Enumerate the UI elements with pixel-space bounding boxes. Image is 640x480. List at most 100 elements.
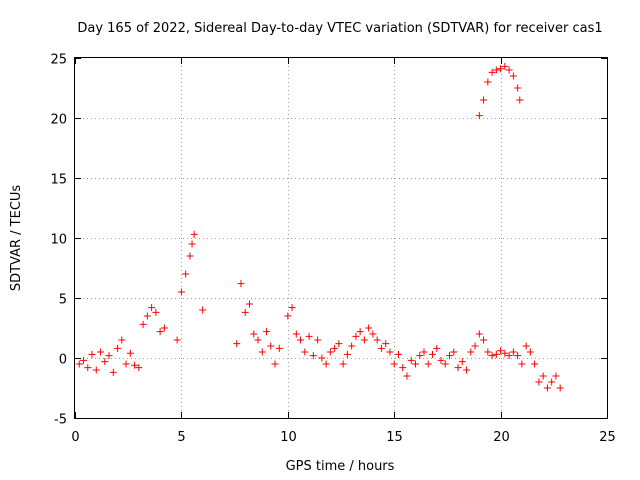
data-point	[365, 324, 373, 332]
data-point	[297, 336, 305, 344]
x-tick-label: 0	[71, 430, 79, 445]
data-point	[97, 348, 105, 356]
data-point	[190, 230, 198, 238]
data-point	[254, 336, 262, 344]
y-tick-label: 20	[50, 113, 67, 128]
data-point	[237, 280, 245, 288]
x-tick-label: 5	[177, 430, 185, 445]
data-point	[80, 356, 88, 364]
data-point	[437, 356, 445, 364]
data-point	[480, 96, 488, 104]
data-point	[352, 332, 360, 340]
data-point	[233, 340, 241, 348]
data-point	[241, 308, 249, 316]
data-point	[509, 348, 517, 356]
data-point	[199, 306, 207, 314]
y-tick-label: -5	[54, 413, 67, 428]
data-point	[382, 340, 390, 348]
x-tick-label: 15	[386, 430, 403, 445]
data-point	[543, 384, 551, 392]
data-point	[458, 358, 466, 366]
data-point	[131, 361, 139, 369]
x-tick-label: 20	[493, 430, 510, 445]
data-points	[75, 62, 564, 392]
data-point	[416, 352, 424, 360]
data-point	[250, 330, 258, 338]
data-point	[556, 384, 564, 392]
data-point	[109, 368, 117, 376]
data-point	[441, 360, 449, 368]
data-point	[531, 360, 539, 368]
data-point	[454, 364, 462, 372]
data-point	[480, 336, 488, 344]
data-point	[429, 350, 437, 358]
data-point	[394, 350, 402, 358]
data-point	[318, 354, 326, 362]
data-point	[505, 66, 513, 74]
data-point	[288, 304, 296, 312]
x-tick-label: 25	[599, 430, 616, 445]
data-point	[539, 372, 547, 380]
data-point	[492, 350, 500, 358]
data-point	[377, 344, 385, 352]
data-point	[339, 360, 347, 368]
data-point	[369, 330, 377, 338]
data-point	[475, 330, 483, 338]
data-point	[182, 270, 190, 278]
data-point	[177, 288, 185, 296]
data-point	[301, 348, 309, 356]
y-tick-label: 25	[50, 53, 67, 68]
data-point	[245, 300, 253, 308]
x-axis-label: GPS time / hours	[286, 459, 395, 474]
data-point	[501, 349, 509, 357]
data-point	[497, 65, 505, 73]
data-point	[386, 348, 394, 356]
y-tick-label: 15	[50, 173, 67, 188]
chart-title: Day 165 of 2022, Sidereal Day-to-day VTE…	[77, 21, 602, 36]
data-point	[92, 366, 100, 374]
data-point	[322, 360, 330, 368]
data-point	[526, 348, 534, 356]
data-point	[501, 62, 509, 70]
data-point	[516, 96, 524, 104]
data-point	[497, 347, 505, 355]
data-point	[488, 352, 496, 360]
data-point	[522, 342, 530, 350]
y-axis-label: SDTVAR / TECUs	[9, 185, 24, 292]
data-point	[471, 342, 479, 350]
data-point	[305, 332, 313, 340]
data-point	[548, 378, 556, 386]
data-point	[271, 360, 279, 368]
data-point	[343, 350, 351, 358]
data-point	[399, 364, 407, 372]
data-point	[118, 336, 126, 344]
data-point	[275, 344, 283, 352]
data-point	[424, 360, 432, 368]
data-point	[152, 308, 160, 316]
data-point	[390, 360, 398, 368]
data-point	[348, 342, 356, 350]
data-point	[475, 112, 483, 120]
data-point	[509, 72, 517, 80]
data-point	[467, 348, 475, 356]
data-point	[420, 348, 428, 356]
data-point	[139, 320, 147, 328]
data-point	[326, 348, 334, 356]
data-point	[101, 358, 109, 366]
data-point	[360, 336, 368, 344]
data-point	[188, 240, 196, 248]
data-point	[148, 304, 156, 312]
data-point	[258, 348, 266, 356]
data-point	[135, 364, 143, 372]
data-point	[535, 378, 543, 386]
data-point	[335, 340, 343, 348]
data-point	[105, 352, 113, 360]
data-point	[450, 348, 458, 356]
data-point	[356, 328, 364, 336]
data-point	[514, 84, 522, 92]
data-point	[267, 342, 275, 350]
data-point	[156, 328, 164, 336]
data-point	[514, 352, 522, 360]
data-point	[492, 66, 500, 74]
